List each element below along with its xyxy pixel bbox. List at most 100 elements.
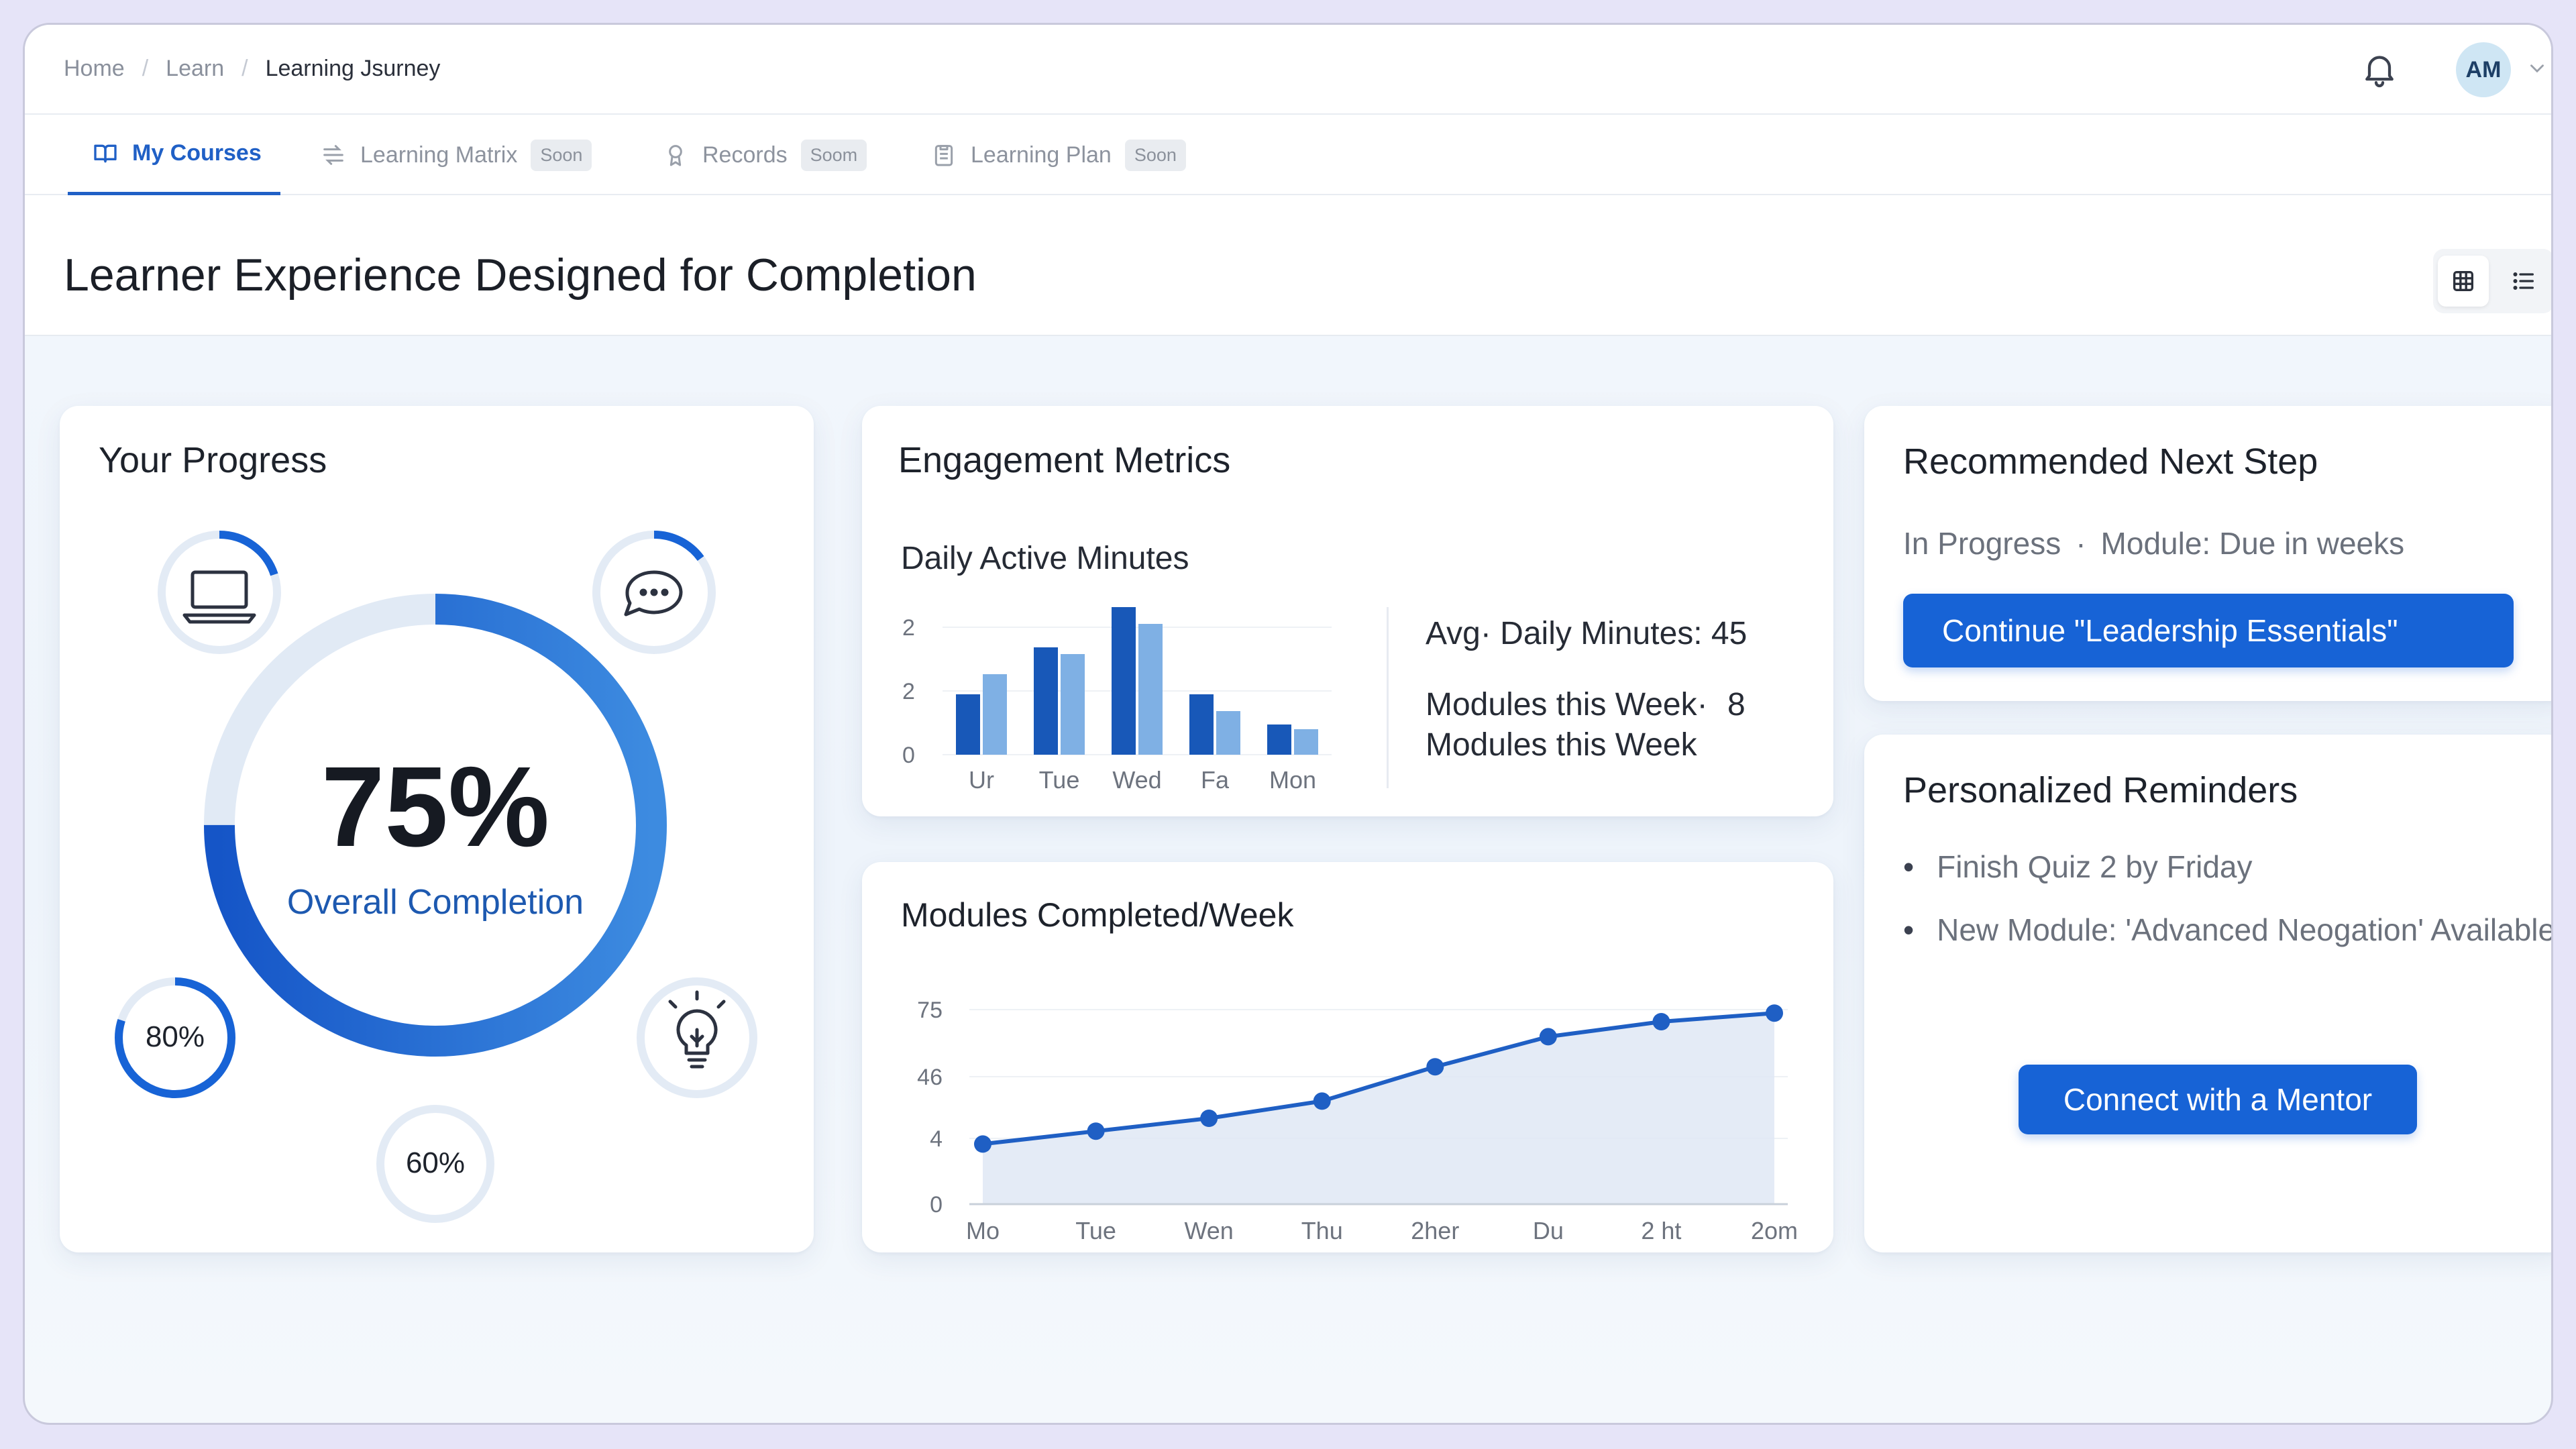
breadcrumb-current: Learning Jsurney bbox=[265, 56, 441, 81]
soon-badge: Soom bbox=[800, 139, 867, 171]
bar bbox=[956, 694, 980, 755]
reminder-text: New Module: 'Advanced Neogation' Availab… bbox=[1937, 912, 2553, 947]
bullet: • bbox=[1903, 849, 1915, 884]
data-point bbox=[1766, 1004, 1783, 1022]
bar bbox=[1138, 624, 1163, 755]
chat-bubble-icon bbox=[624, 570, 683, 616]
metrics-divider bbox=[1387, 607, 1389, 788]
recommended-card: Recommended Next Step In Progress · Modu… bbox=[1864, 406, 2551, 701]
x-tick-label: Mon bbox=[1269, 766, 1316, 794]
mini-percent-60: 60% bbox=[405, 1146, 466, 1179]
y-tick-label: 46 bbox=[917, 1065, 943, 1090]
progress-60-ring bbox=[376, 1105, 494, 1223]
reminder-text: Finish Quiz 2 by Friday bbox=[1937, 849, 2253, 884]
page-header: Learner Experience Designed for Completi… bbox=[25, 195, 2551, 336]
series-line bbox=[982, 1011, 1775, 1146]
y-tick-label: 2 bbox=[902, 615, 915, 641]
breadcrumb-home[interactable]: Home bbox=[64, 56, 125, 81]
bar bbox=[1216, 711, 1240, 755]
app-window: Home / Learn / Learning Jsurney AM My Co… bbox=[23, 23, 2553, 1425]
breadcrumb-separator: / bbox=[142, 56, 149, 81]
soon-badge: Soon bbox=[531, 139, 592, 171]
tab-learning-plan[interactable]: Learning Plan Soon bbox=[930, 115, 1186, 195]
bar bbox=[1294, 729, 1318, 755]
bullet: • bbox=[1903, 912, 1915, 947]
grid-view-icon[interactable] bbox=[2438, 256, 2489, 307]
chevron-down-icon[interactable] bbox=[2526, 57, 2548, 80]
tab-label: Records bbox=[702, 142, 788, 168]
x-tick-label: Thu bbox=[1301, 1217, 1343, 1244]
lightbulb-icon bbox=[668, 990, 726, 1069]
modules-week-label: Modules this Week· bbox=[1426, 687, 1708, 722]
x-tick-label: Wen bbox=[1184, 1217, 1233, 1244]
x-tick-label: 2 ht bbox=[1641, 1217, 1681, 1244]
overall-label: Overall Completion bbox=[286, 883, 584, 922]
reminders-card: Personalized Reminders • Finish Quiz 2 b… bbox=[1864, 735, 2553, 1252]
view-toggle bbox=[2433, 249, 2551, 313]
data-point bbox=[1200, 1110, 1218, 1127]
reminder-item: • New Module: 'Advanced Neogation' Avail… bbox=[1903, 912, 2553, 948]
book-open-icon bbox=[94, 144, 117, 162]
continue-course-button[interactable]: Continue "Leadership Essentials" bbox=[1903, 594, 2514, 667]
modules-line-chart: 0 4 46 75 Mo Tue Wen Thu 2her Du 2 ht 2om bbox=[917, 998, 1798, 1244]
area-fill bbox=[983, 1013, 1774, 1204]
bell-icon[interactable] bbox=[2359, 49, 2400, 89]
tab-records[interactable]: Records Soom bbox=[662, 115, 867, 195]
award-icon bbox=[669, 145, 682, 166]
x-tick-label: Wed bbox=[1112, 766, 1161, 794]
tab-learning-matrix[interactable]: Learning Matrix Soon bbox=[320, 115, 592, 195]
recommended-meta: In Progress · Module: Due in weeks bbox=[1903, 525, 2404, 561]
data-point bbox=[1652, 1013, 1670, 1030]
x-tick-label: Tue bbox=[1039, 766, 1080, 794]
status-text: In Progress bbox=[1903, 526, 2061, 561]
data-point bbox=[974, 1135, 991, 1153]
module-due-text: Module: Due in weeks bbox=[2100, 526, 2405, 561]
bar bbox=[1189, 694, 1214, 755]
modules-week-value: 8 bbox=[1727, 687, 1746, 722]
mini-percent-80: 80% bbox=[145, 1020, 205, 1053]
y-tick-label: 0 bbox=[902, 743, 915, 768]
avatar[interactable]: AM bbox=[2456, 42, 2511, 97]
avg-daily-minutes: Avg· Daily Minutes: 45 bbox=[1426, 616, 1748, 651]
progress-card: Your Progress bbox=[60, 406, 814, 1252]
tab-label: My Courses bbox=[132, 140, 262, 166]
breadcrumb-learn[interactable]: Learn bbox=[166, 56, 225, 81]
bar bbox=[1061, 654, 1085, 755]
y-tick-label: 4 bbox=[930, 1126, 943, 1152]
meta-separator: · bbox=[2076, 526, 2086, 561]
tab-label: Learning Matrix bbox=[360, 142, 518, 168]
bar bbox=[1034, 647, 1058, 755]
clipboard-icon bbox=[934, 145, 953, 166]
engagement-card: Engagement Metrics Daily Active Minutes … bbox=[862, 406, 1833, 816]
y-tick-label: 75 bbox=[917, 998, 943, 1023]
matrix-icon bbox=[323, 145, 343, 165]
breadcrumb: Home / Learn / Learning Jsurney bbox=[64, 56, 440, 82]
daily-minutes-bar-chart: 0 2 2 Ur Tue Wed Fa Mon bbox=[902, 607, 1332, 794]
y-tick-label: 2 bbox=[902, 679, 915, 704]
connect-mentor-button[interactable]: Connect with a Mentor bbox=[2019, 1065, 2417, 1134]
modules-card: Modules Completed/Week 0 4 46 75 Mo Tue Wen Thu… bbox=[862, 862, 1833, 1252]
mini-progress-arc bbox=[592, 531, 716, 654]
x-tick-label: Du bbox=[1533, 1217, 1564, 1244]
progress-rings bbox=[115, 531, 757, 1223]
bar bbox=[983, 674, 1007, 755]
lightbulb-progress-ring bbox=[637, 977, 757, 1098]
data-point bbox=[1539, 1028, 1557, 1046]
mini-progress-arc bbox=[115, 977, 235, 1098]
data-point bbox=[1087, 1122, 1105, 1140]
recommended-title: Recommended Next Step bbox=[1903, 441, 2318, 482]
list-view-icon[interactable] bbox=[2498, 256, 2549, 307]
data-point bbox=[1426, 1058, 1444, 1076]
reminder-item: • Finish Quiz 2 by Friday bbox=[1903, 849, 2253, 885]
laptop-icon bbox=[182, 570, 256, 624]
overall-percent: 75% bbox=[321, 743, 550, 871]
x-tick-label: 2om bbox=[1751, 1217, 1798, 1244]
modules-title: Modules Completed/Week bbox=[901, 896, 1294, 934]
data-point bbox=[1313, 1092, 1331, 1110]
chat-progress-ring bbox=[592, 531, 716, 654]
engagement-title: Engagement Metrics bbox=[898, 440, 1231, 480]
bar bbox=[1112, 607, 1136, 755]
breadcrumb-separator: / bbox=[241, 56, 248, 81]
tab-my-courses[interactable]: My Courses bbox=[68, 115, 280, 195]
page-title: Learner Experience Designed for Completi… bbox=[64, 250, 977, 301]
